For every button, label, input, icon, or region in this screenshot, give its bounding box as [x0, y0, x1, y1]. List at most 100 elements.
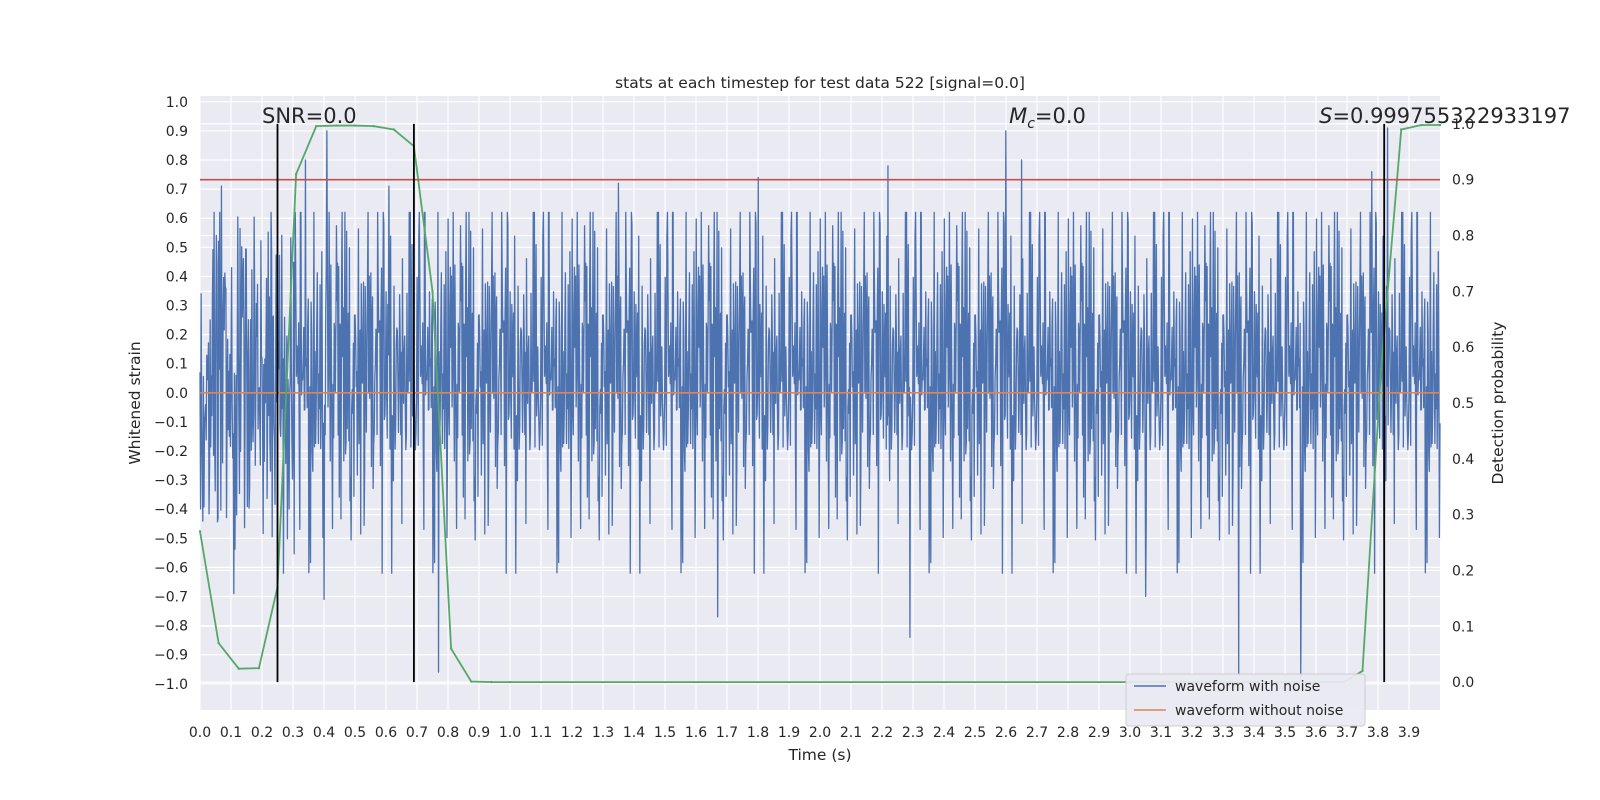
x-tick-label: 2.7	[1026, 725, 1048, 741]
x-tick-label: 1.5	[654, 725, 676, 741]
y-tick-label: 0.7	[166, 182, 188, 198]
detection-probability-point	[1379, 368, 1383, 371]
x-tick-label: 3.1	[1150, 725, 1172, 741]
grid-lines	[199, 96, 1440, 710]
y2-tick-label: 0.8	[1452, 229, 1474, 245]
detection-probability-point	[431, 290, 434, 293]
waveform-with-noise-path	[199, 127, 1441, 679]
detection-probability-point	[1438, 123, 1442, 127]
legend-label-noise: waveform with noise	[1175, 679, 1320, 695]
x-tick-label: 0.8	[437, 725, 459, 741]
y-tick-label: −0.1	[154, 415, 188, 431]
detection-probability-point	[372, 124, 375, 128]
x-tick-label: 3.0	[1119, 725, 1141, 741]
legend: waveform with noise waveform without noi…	[1125, 673, 1366, 727]
y2-tick-label: 0.3	[1452, 508, 1474, 524]
y2-axis-title: Detection probability	[1489, 322, 1507, 485]
x-tick-label: 0.1	[220, 725, 242, 741]
y-tick-label: −0.6	[154, 560, 188, 576]
y-tick-label: 0.8	[166, 153, 188, 169]
y-tick-label: 0.3	[166, 299, 188, 315]
y-tick-label: 1.0	[166, 95, 188, 111]
annotation-snr: SNR=0.0	[262, 104, 357, 128]
x-tick-label: 2.6	[995, 725, 1017, 741]
y2-tick-label: 0.6	[1452, 340, 1474, 356]
x-tick-label: 3.3	[1212, 725, 1234, 741]
y-tick-label: 0.1	[166, 357, 188, 373]
x-tick-label: 3.5	[1274, 725, 1296, 741]
y2-tick-label: 0.0	[1452, 675, 1474, 691]
x-tick-label: 2.8	[1057, 725, 1079, 741]
detection-probability-point	[449, 647, 453, 650]
x-tick-label: 1.9	[778, 725, 800, 741]
detection-probability-point	[335, 124, 338, 127]
detection-probability-point	[1400, 128, 1403, 131]
x-tick-label: 3.6	[1305, 725, 1327, 741]
waveform-with-noise-line	[199, 127, 1441, 679]
y2-tick-label: 0.4	[1452, 452, 1474, 468]
y2-tick-label: 0.2	[1452, 563, 1474, 579]
x-tick-label: 0.3	[282, 725, 304, 741]
x-tick-label: 1.2	[561, 725, 583, 741]
x-tick-label: 0.4	[313, 725, 335, 741]
detection-probability-point	[1361, 669, 1364, 673]
x-tick-label: 0.6	[375, 725, 397, 741]
y-tick-label: 0.9	[166, 124, 188, 140]
x-tick-label: 2.0	[809, 725, 831, 741]
y-axis-title: Whitened strain	[126, 341, 144, 464]
annotation-detection-statistic: S=0.999755322933197	[1319, 104, 1570, 128]
detection-probability-point	[198, 530, 202, 533]
annotation-chirp-mass: Mc=0.0	[1009, 104, 1086, 132]
y-tick-label: −0.7	[154, 590, 188, 606]
detection-probability-point	[315, 124, 318, 128]
detection-probability-point	[490, 680, 493, 684]
x-tick-label: 1.4	[623, 725, 645, 741]
x-tick-label: 2.5	[964, 725, 986, 741]
y2-tick-label: 0.7	[1452, 284, 1474, 300]
x-tick-label: 1.1	[530, 725, 552, 741]
detection-probability-point	[508, 680, 512, 684]
y-tick-label: −0.3	[154, 473, 188, 489]
x-tick-label: 0.5	[344, 725, 366, 741]
x-tick-label: 1.0	[499, 725, 521, 741]
y-tick-label: −1.0	[154, 677, 188, 693]
x-tick-label: 2.3	[902, 725, 924, 741]
detection-probability-point	[257, 666, 261, 670]
y-tick-label: −0.4	[154, 502, 188, 518]
y-tick-label: −0.8	[154, 619, 188, 635]
y-tick-label: −0.5	[154, 531, 188, 547]
chart-title: stats at each timestep for test data 522…	[615, 74, 1025, 92]
x-tick-label: 1.3	[592, 725, 614, 741]
x-tick-label: 3.2	[1181, 725, 1203, 741]
x-tick-label: 3.8	[1367, 725, 1389, 741]
x-tick-label: 2.4	[933, 725, 955, 741]
y-tick-label: 0.2	[166, 328, 188, 344]
x-tick-label: 0.0	[189, 725, 211, 741]
detection-probability-point	[1420, 123, 1423, 127]
detection-probability-point	[237, 667, 240, 670]
x-tick-label: 1.6	[685, 725, 707, 741]
detection-probability-point	[294, 172, 298, 176]
legend-box	[1125, 673, 1366, 727]
y2-tick-label: 0.5	[1452, 396, 1474, 412]
legend-label-clean: waveform without noise	[1175, 703, 1343, 719]
y-tick-label: 0.4	[166, 269, 188, 285]
y-tick-label: −0.2	[154, 444, 188, 460]
detection-probability-point	[392, 128, 395, 131]
y2-tick-label: 0.1	[1452, 619, 1474, 635]
y-tick-label: −0.9	[154, 648, 188, 664]
x-tick-label: 3.7	[1336, 725, 1358, 741]
y-tick-label: 0.5	[166, 240, 188, 256]
x-tick-label: 2.9	[1088, 725, 1110, 741]
x-tick-label: 0.7	[406, 725, 428, 741]
x-tick-label: 3.4	[1243, 725, 1265, 741]
reference-lines	[200, 123, 1440, 683]
detection-probability-point	[217, 641, 220, 645]
x-tick-label: 2.1	[840, 725, 862, 741]
x-tick-label: 0.9	[468, 725, 490, 741]
x-tick-label: 3.9	[1398, 725, 1420, 741]
x-tick-label: 2.2	[871, 725, 893, 741]
x-tick-label: 0.2	[251, 725, 273, 741]
y-tick-label: 0.0	[166, 386, 188, 402]
